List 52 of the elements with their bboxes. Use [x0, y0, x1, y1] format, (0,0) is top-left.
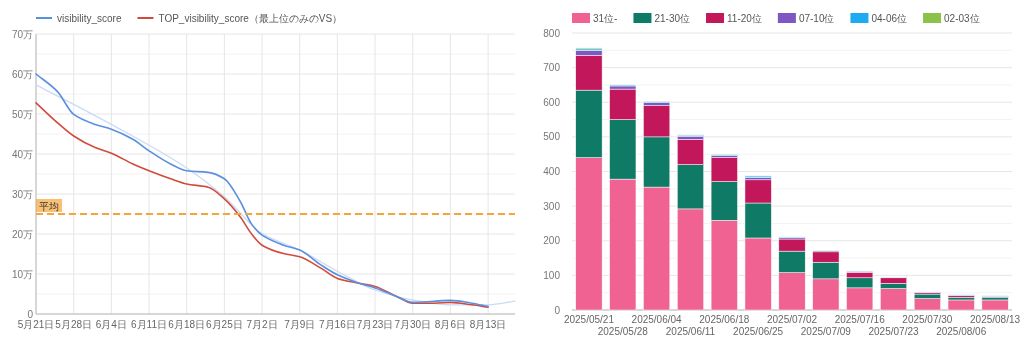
- y-tick-label: 50万: [11, 108, 33, 120]
- y-tick-label: 40万: [11, 148, 33, 160]
- x-tick-label: 6月18日: [168, 319, 206, 330]
- y-tick-label: 600: [543, 96, 561, 108]
- x-tick-label: 8月13日: [469, 319, 507, 330]
- legend-label: 02-03位: [944, 12, 980, 24]
- y-tick-label: 400: [543, 166, 561, 177]
- x-tick-label: 6月11日: [131, 319, 167, 330]
- y-tick-label: 30万: [11, 188, 33, 200]
- x-tick-label: 7月2日: [246, 319, 278, 330]
- x-tick-label: 6月25日: [206, 319, 243, 330]
- y-tick-label: 20万: [11, 228, 33, 240]
- y-tick-label: 10万: [11, 268, 33, 280]
- x-tick-label: 2025/06/04: [631, 314, 683, 325]
- x-tick-label: 6月4日: [95, 319, 127, 330]
- x-tick-label: 2025/06/11: [665, 326, 716, 337]
- legend-label: 07-10位: [798, 12, 835, 24]
- x-tick-label: 2025/08/13: [970, 314, 1021, 325]
- x-tick-label: 2025/05/21: [563, 314, 615, 325]
- x-tick-label: 2025/07/30: [902, 314, 953, 325]
- x-tick-label: 8月6日: [434, 319, 466, 330]
- x-tick-label: 2025/07/23: [868, 326, 919, 337]
- y-tick-label: 70万: [11, 28, 33, 40]
- x-tick-label: 2025/06/25: [733, 326, 784, 337]
- x-tick-label: 2025/07/09: [800, 326, 852, 337]
- y-tick-label: 500: [543, 131, 561, 143]
- x-tick-label: 7月9日: [284, 319, 316, 330]
- y-tick-label: 800: [543, 27, 561, 39]
- x-tick-label: 2025/08/06: [936, 326, 987, 337]
- y-tick-label: 100: [543, 269, 561, 281]
- legend-label: 21-30位: [654, 12, 691, 24]
- y-tick-label: 0: [554, 304, 561, 316]
- x-tick-label: 5月28日: [55, 319, 93, 330]
- y-tick-label: 200: [543, 235, 561, 247]
- x-tick-label: 2025/06/18: [699, 314, 750, 325]
- x-tick-label: 5月21日: [17, 319, 55, 330]
- y-tick-label: 60万: [11, 68, 33, 80]
- legend-label: visibility_score: [57, 12, 122, 24]
- x-tick-label: 7月30日: [394, 319, 432, 330]
- x-tick-label: 2025/05/28: [597, 326, 649, 337]
- y-tick-label: 300: [543, 200, 561, 212]
- x-tick-label: 2025/07/16: [834, 314, 886, 325]
- x-tick-label: 7月23日: [356, 319, 394, 330]
- legend-label: 11-20位: [727, 12, 762, 24]
- legend-label: 04-06位: [871, 12, 908, 24]
- y-tick-label: 700: [543, 62, 561, 74]
- ref-line-label: 平均: [39, 201, 59, 212]
- x-tick-label: 2025/07/02: [766, 314, 818, 325]
- legend-label: 31位-: [593, 12, 618, 24]
- y-tick-label: 0: [27, 308, 34, 320]
- x-tick-label: 7月16日: [319, 319, 356, 330]
- legend-label: TOP_visibility_score（最上位のみのVS）: [158, 12, 343, 24]
